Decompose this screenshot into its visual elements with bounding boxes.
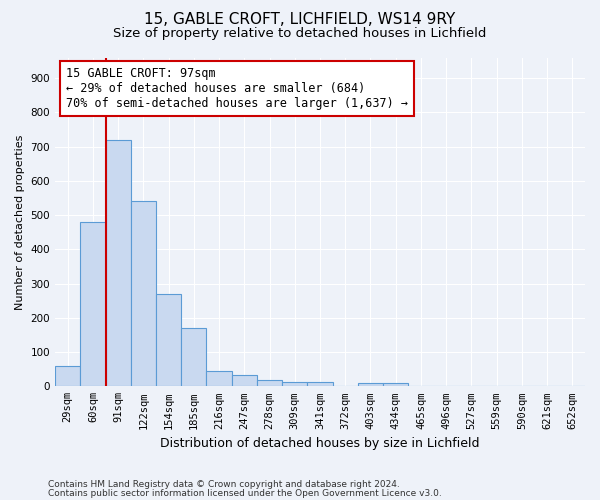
Bar <box>307 382 332 386</box>
Bar <box>206 371 232 386</box>
Bar <box>181 328 206 386</box>
Y-axis label: Number of detached properties: Number of detached properties <box>15 134 25 310</box>
Bar <box>106 140 131 386</box>
Bar <box>55 366 80 386</box>
Bar <box>383 383 409 386</box>
Bar <box>358 383 383 386</box>
Text: Size of property relative to detached houses in Lichfield: Size of property relative to detached ho… <box>113 28 487 40</box>
X-axis label: Distribution of detached houses by size in Lichfield: Distribution of detached houses by size … <box>160 437 480 450</box>
Text: 15, GABLE CROFT, LICHFIELD, WS14 9RY: 15, GABLE CROFT, LICHFIELD, WS14 9RY <box>145 12 455 28</box>
Bar <box>282 382 307 386</box>
Bar <box>80 222 106 386</box>
Text: Contains HM Land Registry data © Crown copyright and database right 2024.: Contains HM Land Registry data © Crown c… <box>48 480 400 489</box>
Bar <box>131 202 156 386</box>
Bar <box>257 380 282 386</box>
Text: Contains public sector information licensed under the Open Government Licence v3: Contains public sector information licen… <box>48 489 442 498</box>
Bar <box>156 294 181 386</box>
Bar <box>232 375 257 386</box>
Text: 15 GABLE CROFT: 97sqm
← 29% of detached houses are smaller (684)
70% of semi-det: 15 GABLE CROFT: 97sqm ← 29% of detached … <box>65 68 407 110</box>
